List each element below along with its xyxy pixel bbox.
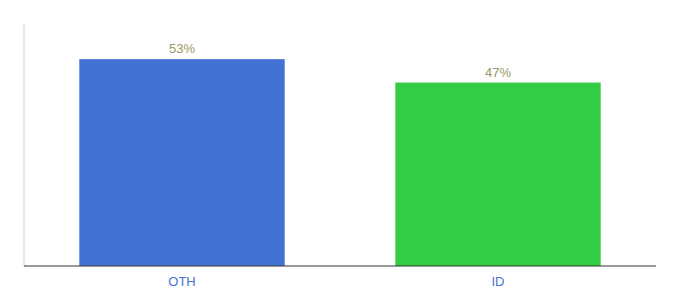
bars — [79, 59, 600, 266]
bar — [79, 59, 284, 266]
x-tick-label: ID — [492, 274, 505, 289]
x-axis-line — [24, 266, 656, 267]
chart-svg: OTH ID 53% 47% — [0, 0, 680, 300]
y-axis-line — [24, 24, 25, 266]
plot-area: OTH ID 53% 47% — [24, 24, 656, 289]
x-tick-label: OTH — [168, 274, 195, 289]
data-label: 47% — [485, 65, 511, 80]
bar — [395, 83, 600, 266]
data-label: 53% — [169, 41, 195, 56]
chart-container: OTH ID 53% 47% — [0, 0, 680, 300]
